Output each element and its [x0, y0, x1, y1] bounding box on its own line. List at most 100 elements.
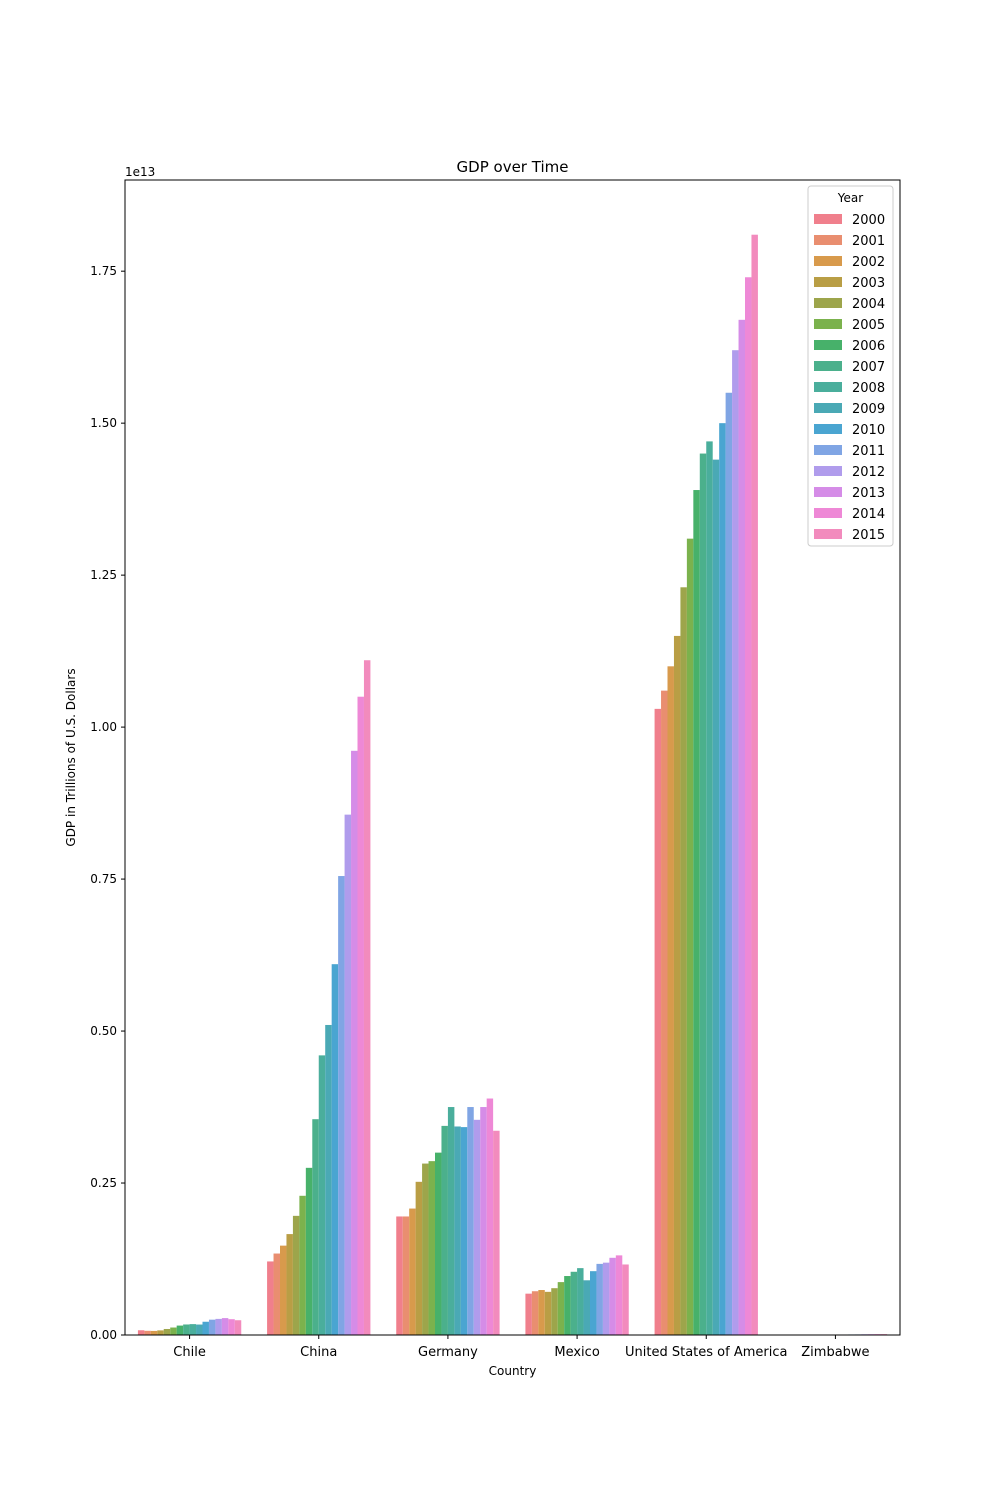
- bar-mexico-2007: [570, 1271, 578, 1335]
- bar-mexico-2011: [596, 1263, 603, 1335]
- bar-mexico-2001: [531, 1291, 539, 1335]
- x-axis-label: Country: [489, 1364, 537, 1378]
- bar-germany-2007: [441, 1125, 448, 1335]
- legend-label-2003: 2003: [852, 276, 885, 291]
- bar-germany-2005: [428, 1161, 435, 1335]
- bar-china-2010: [331, 964, 339, 1335]
- bar-china-2011: [338, 876, 345, 1335]
- bar-united-states-of-america-2013: [738, 319, 745, 1335]
- legend: Year 2000 2001 2002 2003 2004 2005 2006 2007 2008…: [807, 185, 894, 547]
- bar-china-2001: [273, 1253, 280, 1335]
- y-tick-label: 0.25: [90, 1176, 117, 1190]
- x-ticks: Chile China Germany Mexico United States of …: [173, 1335, 870, 1360]
- legend-label-2004: 2004: [852, 297, 885, 312]
- x-tick-label: United States of America: [625, 1345, 787, 1360]
- bar-mexico-2013: [609, 1257, 616, 1335]
- x-tick-label: Mexico: [554, 1345, 599, 1360]
- legend-label-2002: 2002: [852, 255, 885, 270]
- y-tick-label: 0.00: [90, 1328, 117, 1342]
- legend-label-2006: 2006: [852, 339, 885, 354]
- bar-germany-2004: [422, 1163, 429, 1335]
- bar-mexico-2000: [525, 1293, 532, 1335]
- bar-china-2009: [325, 1024, 332, 1335]
- legend-label-2011: 2011: [852, 444, 885, 459]
- bar-united-states-of-america-2005: [686, 538, 694, 1335]
- bar-germany-2002: [409, 1208, 416, 1335]
- bar-chile-2014: [228, 1319, 235, 1335]
- bar-chile-2005: [170, 1327, 177, 1335]
- bars-layer: [137, 234, 888, 1336]
- bar-germany-2010: [460, 1127, 468, 1335]
- legend-swatch-2013: [814, 487, 842, 497]
- legend-box: [807, 185, 894, 547]
- bar-chile-2009: [196, 1324, 203, 1335]
- bar-chile-2010: [202, 1321, 209, 1335]
- legend-label-2000: 2000: [852, 213, 885, 228]
- bar-united-states-of-america-2014: [745, 277, 752, 1335]
- bar-united-states-of-america-2001: [661, 690, 668, 1335]
- bar-germany-2009: [454, 1126, 461, 1335]
- bar-mexico-2004: [551, 1288, 558, 1335]
- chart-title: GDP over Time: [457, 158, 569, 176]
- bar-united-states-of-america-2010: [719, 423, 726, 1335]
- bar-mexico-2012: [602, 1262, 610, 1335]
- y-ticks: 0.00 0.25 0.50 0.75 1.00 1.25 1.50 1.75: [90, 264, 125, 1342]
- x-tick-label: Chile: [173, 1345, 206, 1360]
- bar-china-2008: [318, 1055, 326, 1335]
- legend-swatch-2015: [814, 529, 842, 539]
- y-tick-label: 0.50: [90, 1024, 117, 1038]
- bar-china-2006: [305, 1167, 313, 1335]
- bar-china-2003: [286, 1234, 293, 1335]
- bar-germany-2006: [435, 1152, 442, 1335]
- bar-chile-2007: [183, 1324, 190, 1335]
- bar-china-2014: [357, 696, 364, 1335]
- legend-swatch-2005: [814, 319, 842, 329]
- legend-label-2014: 2014: [852, 507, 885, 522]
- bar-chile-2013: [221, 1318, 229, 1335]
- legend-swatch-2001: [814, 235, 842, 245]
- bar-china-2015: [363, 660, 371, 1335]
- bar-chile-2001: [144, 1330, 151, 1335]
- x-tick-label: China: [300, 1345, 337, 1360]
- bar-united-states-of-america-2003: [673, 635, 681, 1335]
- bar-china-2005: [299, 1195, 306, 1335]
- y-tick-label: 1.25: [90, 568, 117, 582]
- bar-germany-2012: [473, 1119, 481, 1335]
- legend-swatch-2010: [814, 424, 842, 434]
- legend-swatch-2008: [814, 382, 842, 392]
- bar-united-states-of-america-2012: [732, 350, 739, 1336]
- bar-united-states-of-america-2007: [699, 453, 707, 1335]
- legend-swatch-2014: [814, 508, 842, 518]
- legend-swatch-2002: [814, 256, 842, 266]
- legend-swatch-2004: [814, 298, 842, 308]
- legend-label-2012: 2012: [852, 465, 885, 480]
- legend-label-2008: 2008: [852, 381, 885, 396]
- legend-title: Year: [837, 191, 863, 205]
- bar-united-states-of-america-2000: [654, 708, 662, 1335]
- bar-united-states-of-america-2002: [667, 666, 674, 1335]
- bar-germany-2011: [467, 1107, 474, 1335]
- bar-mexico-2010: [590, 1271, 597, 1335]
- bar-united-states-of-america-2011: [725, 392, 733, 1335]
- bar-chile-2002: [150, 1330, 158, 1335]
- legend-label-2010: 2010: [852, 423, 885, 438]
- legend-label-2009: 2009: [852, 402, 885, 417]
- legend-label-2007: 2007: [852, 360, 885, 375]
- bar-china-2013: [351, 750, 358, 1335]
- bar-mexico-2006: [564, 1276, 571, 1335]
- bar-chile-2012: [215, 1318, 222, 1335]
- y-tick-label: 1.00: [90, 720, 117, 734]
- bar-chile-2011: [208, 1319, 216, 1335]
- bar-germany-2001: [402, 1216, 410, 1335]
- legend-label-2013: 2013: [852, 486, 885, 501]
- y-tick-label: 1.75: [90, 264, 117, 278]
- bar-united-states-of-america-2004: [680, 587, 687, 1335]
- bar-mexico-2008: [577, 1268, 584, 1335]
- y-tick-label: 0.75: [90, 872, 117, 886]
- legend-swatch-2012: [814, 466, 842, 476]
- bar-mexico-2003: [544, 1291, 552, 1335]
- legend-swatch-2006: [814, 340, 842, 350]
- bar-china-2012: [344, 814, 352, 1335]
- bar-china-2007: [312, 1119, 319, 1335]
